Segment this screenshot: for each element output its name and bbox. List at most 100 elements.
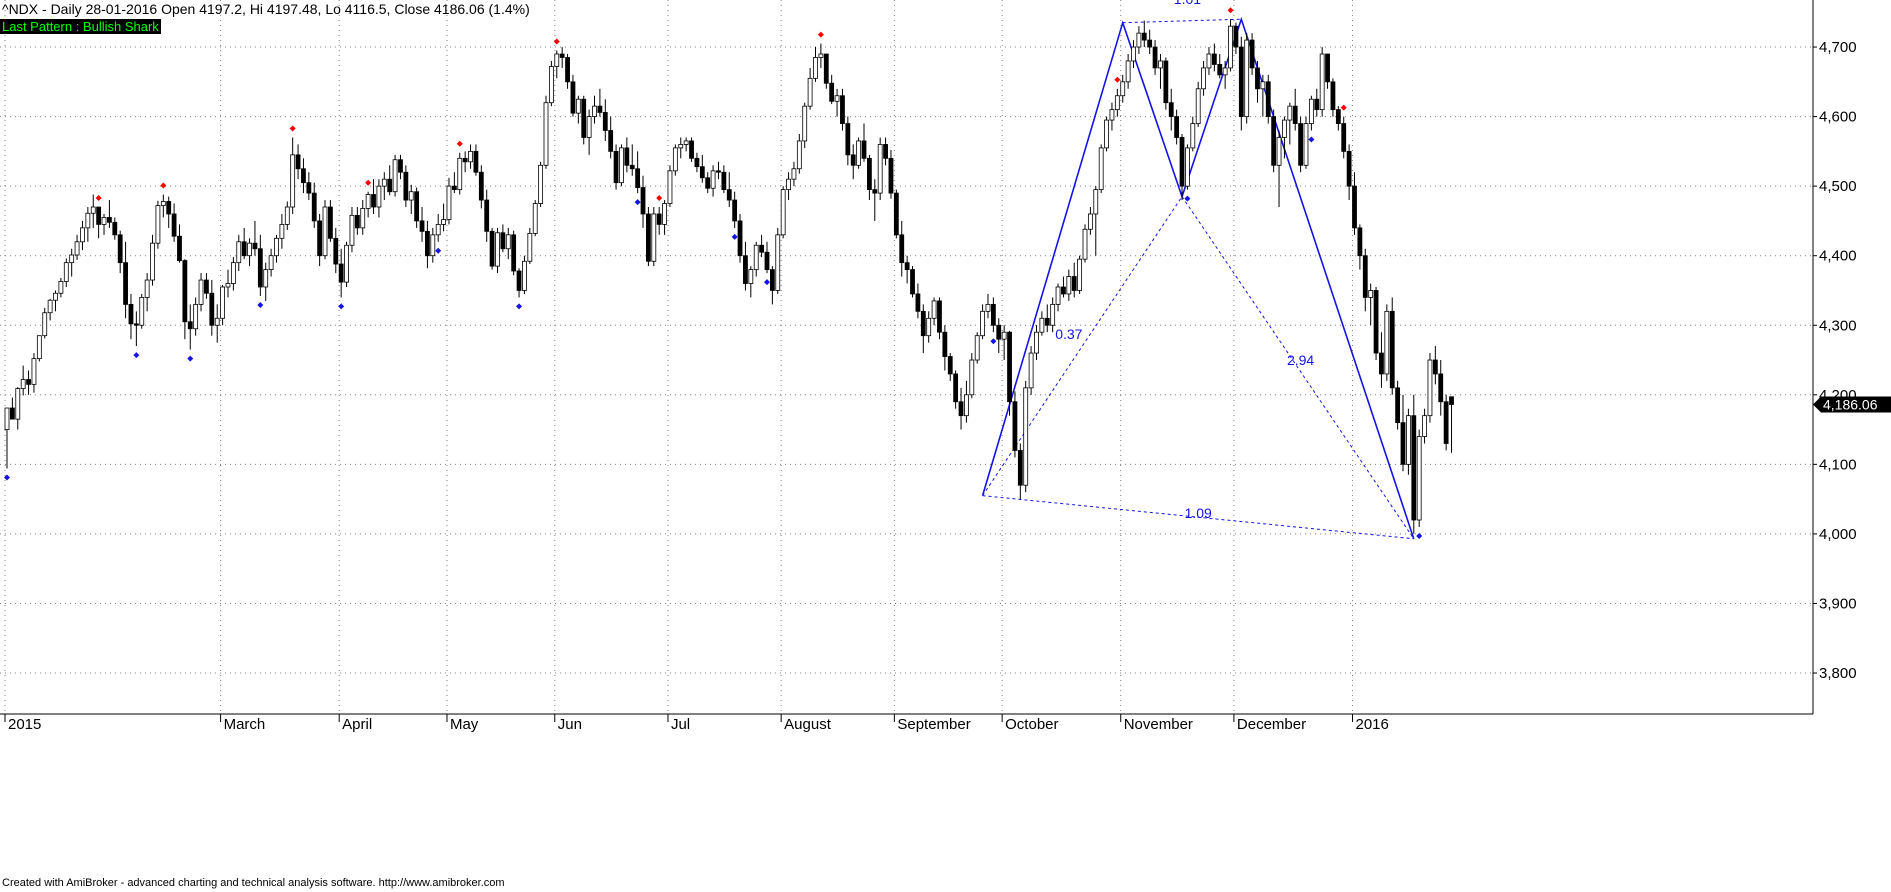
- candle-body: [678, 144, 684, 149]
- pivot-low-marker: [133, 352, 140, 359]
- candle-body: [1238, 46, 1244, 118]
- candle-body: [640, 187, 646, 215]
- pivot-markers: [4, 7, 1423, 539]
- candle-body: [629, 164, 635, 170]
- candle-body: [236, 241, 242, 264]
- x-tick-label: Jul: [671, 716, 690, 733]
- candle-body: [1222, 67, 1228, 76]
- candle-body: [953, 373, 959, 403]
- pattern-ratio-label: 2.94: [1287, 352, 1314, 368]
- candle-body: [376, 185, 382, 208]
- candle-body: [559, 53, 565, 58]
- candle-body: [1093, 189, 1099, 215]
- candle-body: [807, 77, 813, 107]
- candle-body: [1201, 67, 1206, 90]
- candle-body: [1217, 64, 1223, 76]
- candle-body: [4, 407, 10, 430]
- candle-body: [1007, 331, 1012, 403]
- candle-body: [1368, 290, 1374, 298]
- candle-body: [1141, 32, 1147, 41]
- pivot-high-marker: [1227, 7, 1234, 14]
- candle-body: [974, 335, 980, 361]
- candle-body: [1373, 290, 1379, 354]
- candle-body: [1131, 46, 1136, 62]
- candle-body: [867, 157, 872, 191]
- candle-body: [1168, 102, 1174, 118]
- candle-body: [398, 159, 403, 173]
- candle-body: [193, 303, 199, 330]
- candle-body: [90, 206, 96, 214]
- candle-body: [457, 157, 463, 191]
- candle-body: [279, 224, 285, 239]
- candle-body: [834, 95, 840, 102]
- candle-body: [608, 130, 614, 152]
- candle-body: [646, 213, 651, 262]
- candle-body: [964, 394, 969, 417]
- pattern-dashed-leg: [1122, 18, 1242, 24]
- candle-body: [214, 317, 220, 326]
- candle-body: [80, 227, 85, 243]
- candle-body: [15, 388, 21, 420]
- candle-body: [1163, 60, 1169, 104]
- candle-body: [861, 140, 867, 159]
- candle-body: [247, 242, 252, 257]
- candle-body: [1071, 276, 1077, 291]
- candle-body: [327, 206, 333, 239]
- candle-body: [764, 251, 770, 271]
- candle-body: [920, 310, 926, 337]
- pattern-ratio-label: 0.37: [1055, 326, 1082, 342]
- x-tick-label: Jun: [558, 716, 582, 733]
- candle-body: [31, 358, 37, 385]
- candle-body: [1044, 317, 1050, 326]
- candle-body: [392, 159, 398, 193]
- candle-body: [759, 244, 764, 253]
- candle-body: [1233, 25, 1239, 48]
- pattern-dashed-leg: [982, 495, 1414, 540]
- candle-body: [365, 194, 371, 209]
- candle-body: [996, 324, 1002, 340]
- candle-body: [500, 232, 506, 250]
- harmonic-pattern-dashed-legs: [982, 18, 1415, 540]
- y-tick-label: 4,700: [1819, 39, 1857, 56]
- candle-body: [209, 292, 215, 326]
- candle-body: [904, 262, 910, 271]
- candle-body: [505, 234, 511, 250]
- candle-body: [425, 230, 430, 257]
- pivot-low-marker: [990, 338, 997, 345]
- candle-body: [26, 379, 31, 385]
- candle-body: [602, 112, 608, 131]
- x-tick-label: 2015: [8, 716, 41, 733]
- candle-body: [144, 279, 150, 298]
- x-tick-label: May: [450, 716, 479, 733]
- candle-body: [462, 157, 468, 163]
- candle-body: [1292, 105, 1298, 124]
- candle-body: [414, 191, 420, 222]
- candle-body: [769, 269, 775, 291]
- candle-body: [581, 98, 587, 138]
- y-tick-label: 4,000: [1819, 526, 1857, 543]
- candle-body: [915, 293, 921, 312]
- candle-body: [1028, 352, 1034, 389]
- candle-body: [204, 279, 209, 294]
- y-tick-label: 3,800: [1819, 665, 1857, 682]
- candle-body: [527, 233, 533, 262]
- candle-body: [171, 213, 177, 237]
- candle-body: [570, 81, 576, 114]
- pattern-ratio-labels: 1.01 0.37 2.94 1.09: [1055, 0, 1314, 521]
- pivot-high-marker: [160, 182, 167, 189]
- candle-body: [1017, 450, 1023, 486]
- x-tick-label: September: [897, 716, 970, 733]
- candle-body: [166, 201, 172, 215]
- candle-body: [1039, 317, 1045, 333]
- candle-body: [624, 147, 630, 166]
- candle-body: [451, 185, 457, 191]
- y-tick-label: 4,300: [1819, 317, 1857, 334]
- candle-body: [543, 102, 549, 166]
- candle-body: [899, 234, 905, 264]
- candle-body: [322, 206, 328, 257]
- candle-body: [845, 123, 851, 156]
- y-tick-label: 4,500: [1819, 178, 1857, 195]
- candle-body: [522, 260, 527, 291]
- candle-body: [721, 171, 727, 191]
- candle-body: [263, 269, 269, 288]
